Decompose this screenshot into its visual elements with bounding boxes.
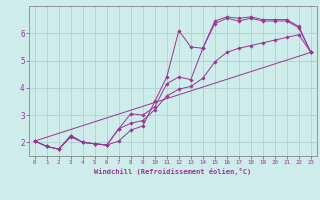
X-axis label: Windchill (Refroidissement éolien,°C): Windchill (Refroidissement éolien,°C) bbox=[94, 168, 252, 175]
